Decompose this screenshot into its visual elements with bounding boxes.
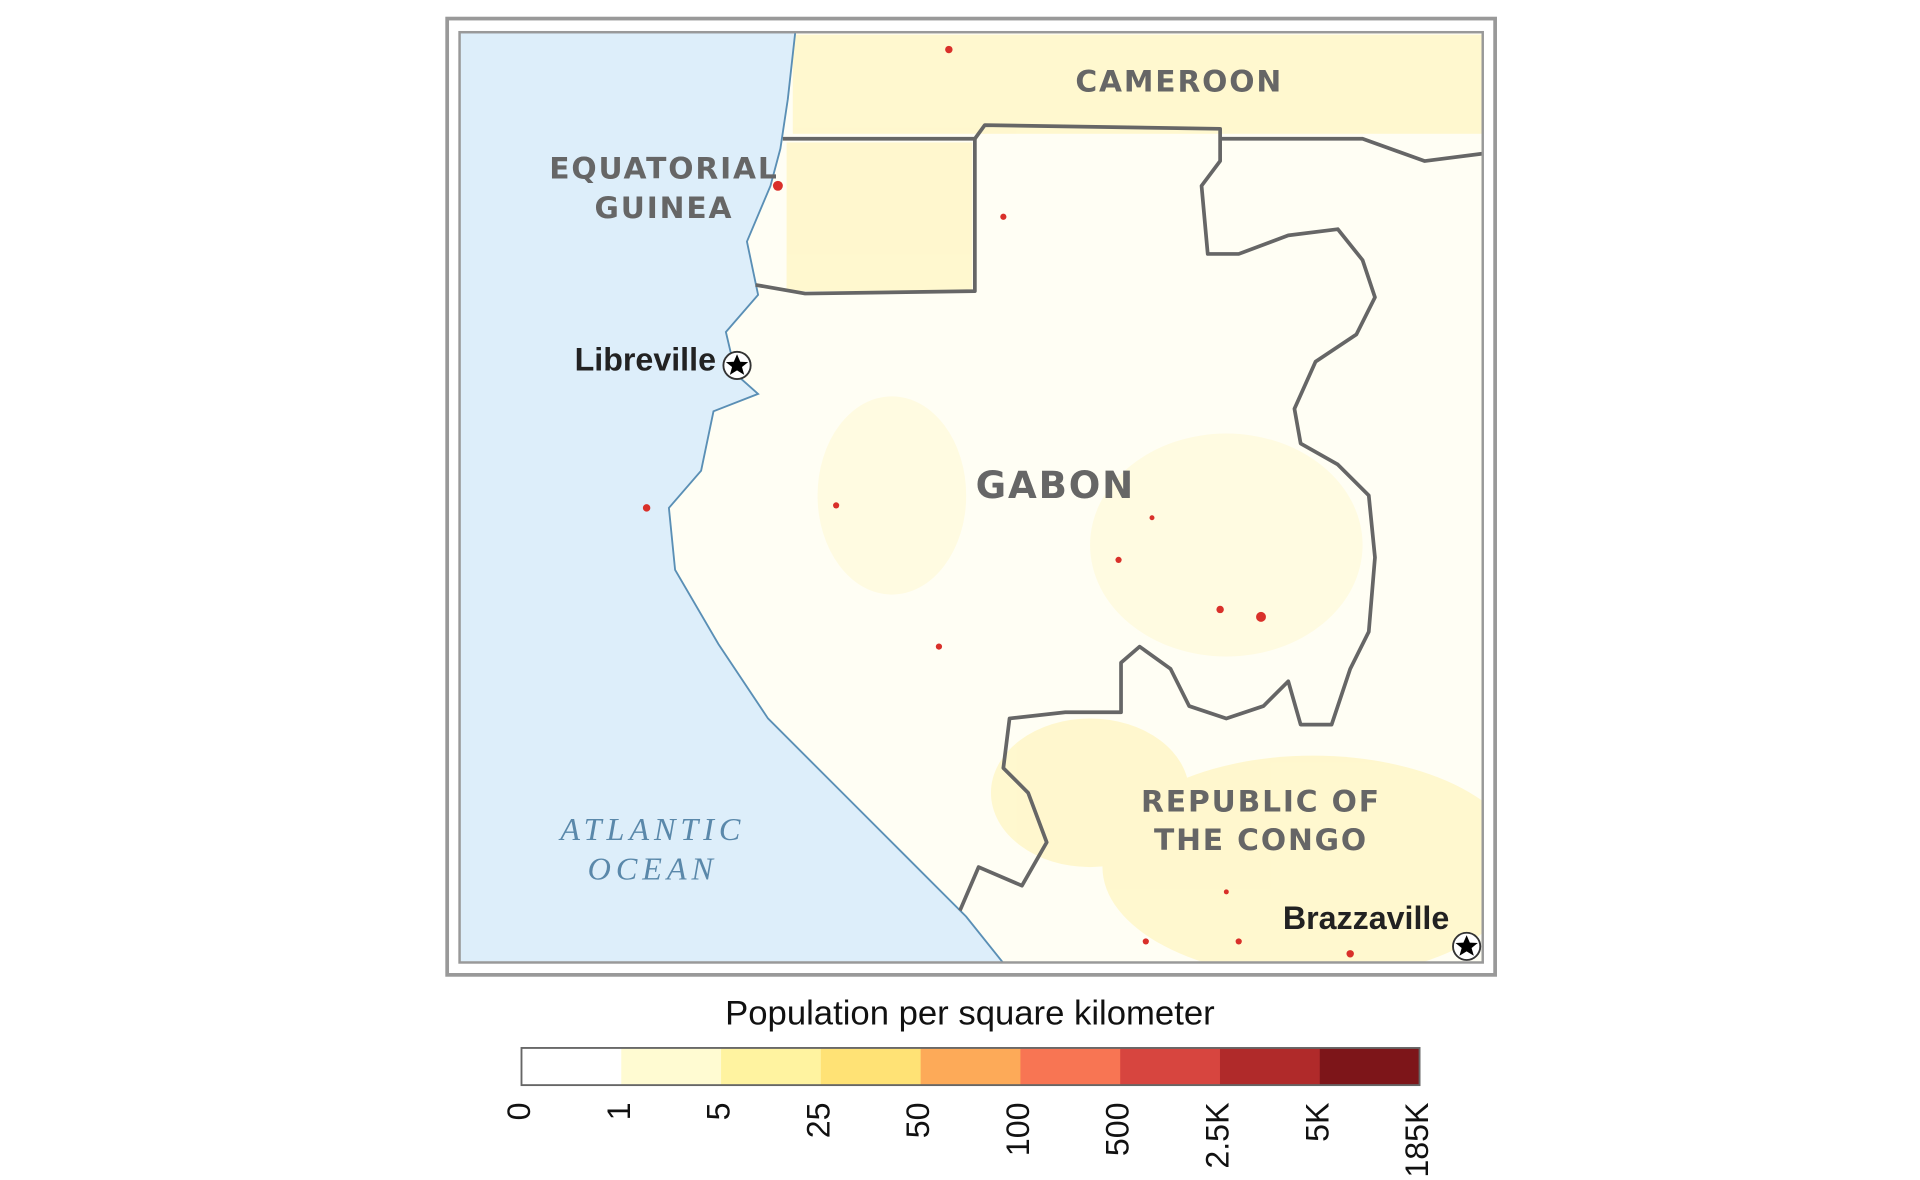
legend-swatch bbox=[1120, 1047, 1221, 1086]
legend: 0 1 5 25 50 100 500 2.5K 5K 185K bbox=[501, 1047, 1435, 1178]
settlements bbox=[642, 45, 1354, 958]
map-inner-frame bbox=[458, 30, 1484, 964]
legend-tick-label: 500 bbox=[1100, 1102, 1136, 1156]
legend-swatch bbox=[621, 1047, 722, 1086]
legend-tick-label: 5K bbox=[1299, 1102, 1335, 1142]
legend-swatch bbox=[721, 1047, 822, 1086]
country-label: GUINEA bbox=[594, 191, 733, 226]
legend-swatch bbox=[1020, 1047, 1121, 1086]
legend-swatch bbox=[820, 1047, 922, 1086]
country-label: REPUBLIC OF bbox=[1141, 784, 1381, 819]
legend-tick-label: 185K bbox=[1399, 1102, 1435, 1178]
legend-title: Population per square kilometer bbox=[725, 994, 1215, 1032]
legend-tick-label: 100 bbox=[1000, 1102, 1036, 1156]
country-label: CAMEROON bbox=[1075, 65, 1283, 100]
borders bbox=[755, 123, 1483, 912]
city-label: Brazzaville bbox=[1283, 900, 1449, 936]
legend-tick-label: 0 bbox=[501, 1102, 537, 1120]
density-shading bbox=[786, 34, 1483, 963]
country-label: THE CONGO bbox=[1154, 823, 1368, 858]
legend-tick-label: 1 bbox=[601, 1102, 637, 1120]
country-label: GABON bbox=[976, 464, 1136, 507]
ocean-label: ATLANTIC bbox=[558, 811, 745, 847]
capital-marker bbox=[722, 350, 752, 380]
legend-swatch bbox=[1319, 1047, 1421, 1086]
ocean-label: OCEAN bbox=[588, 850, 718, 886]
legend-tick-label: 25 bbox=[800, 1102, 836, 1138]
ocean bbox=[459, 32, 1005, 963]
country-label: EQUATORIAL bbox=[549, 151, 778, 186]
legend-tick-label: 5 bbox=[701, 1102, 737, 1120]
legend-tick-label: 2.5K bbox=[1199, 1102, 1235, 1169]
legend-border bbox=[520, 1047, 1421, 1087]
legend-swatch bbox=[521, 1047, 622, 1086]
city-label: Libreville bbox=[575, 341, 716, 377]
legend-swatch bbox=[1219, 1047, 1321, 1086]
capital-marker bbox=[1452, 931, 1482, 961]
map-area bbox=[459, 32, 1483, 963]
legend-tick-label: 50 bbox=[900, 1102, 936, 1138]
map-frame bbox=[445, 16, 1497, 977]
legend-swatch bbox=[920, 1047, 1022, 1086]
